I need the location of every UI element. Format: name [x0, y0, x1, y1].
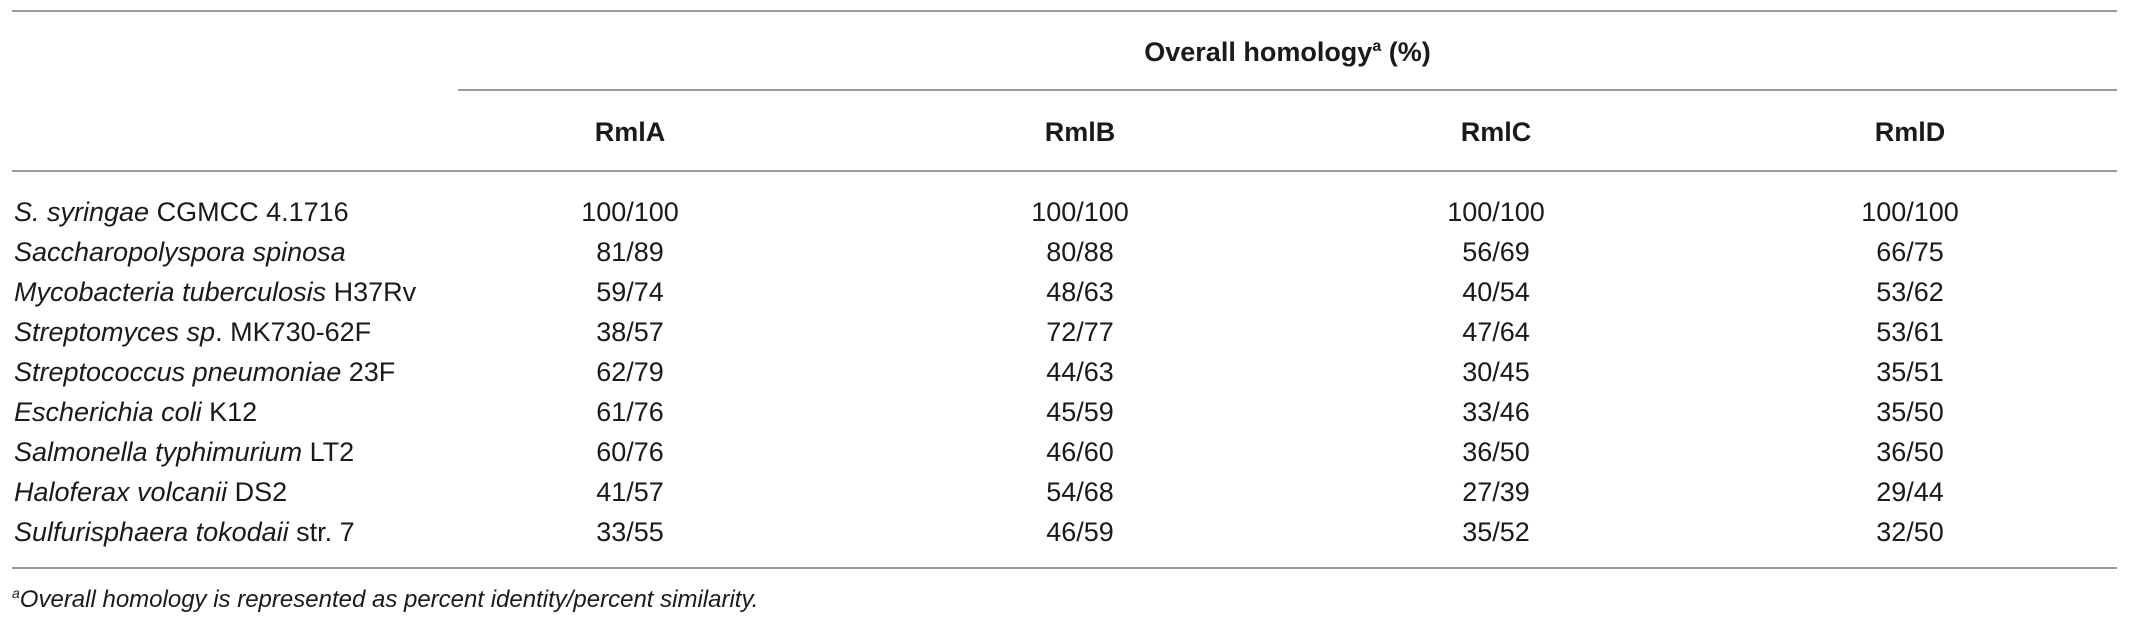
species-name: Streptomyces sp — [14, 317, 216, 347]
strain-name: . MK730-62F — [215, 317, 372, 347]
footnote-marker: a — [12, 585, 20, 601]
organism-name: Haloferax volcanii DS2 — [14, 472, 287, 512]
group-header-label: Overall homology — [1144, 37, 1373, 67]
column-header-rmld: RmlD — [1874, 117, 1946, 147]
table-bottom-rule — [12, 567, 2117, 569]
species-name: Streptococcus pneumoniae — [14, 357, 342, 387]
rmla-value: 41/57 — [596, 477, 664, 507]
strain-name: DS2 — [227, 477, 288, 507]
rmld-value: 100/100 — [1861, 197, 1959, 227]
group-header: Overall homologya (%) — [458, 32, 2117, 72]
species-name: Salmonella typhimurium — [14, 437, 303, 467]
table-top-rule — [12, 10, 2117, 12]
table-row: Saccharopolyspora spinosa 81/89 80/88 56… — [0, 232, 2129, 272]
rmla-value: 81/89 — [596, 237, 664, 267]
group-header-unit: (%) — [1381, 37, 1431, 67]
table-row: S. syringae CGMCC 4.1716 100/100 100/100… — [0, 192, 2129, 232]
species-name: Sulfurisphaera tokodaii — [14, 517, 289, 547]
rmla-value: 59/74 — [596, 277, 664, 307]
organism-name: Escherichia coli K12 — [14, 392, 257, 432]
rmlb-value: 54/68 — [1046, 477, 1114, 507]
rmld-value: 66/75 — [1876, 237, 1944, 267]
rmlb-value: 44/63 — [1046, 357, 1114, 387]
organism-name: S. syringae CGMCC 4.1716 — [14, 192, 349, 232]
rmlb-value: 80/88 — [1046, 237, 1114, 267]
rmla-value: 62/79 — [596, 357, 664, 387]
species-name: S. syringae — [14, 197, 150, 227]
rmla-value: 60/76 — [596, 437, 664, 467]
rmlb-value: 45/59 — [1046, 397, 1114, 427]
organism-name: Streptomyces sp. MK730-62F — [14, 312, 371, 352]
rmld-value: 29/44 — [1876, 477, 1944, 507]
group-header-footnote-marker: a — [1372, 38, 1382, 55]
table-body: S. syringae CGMCC 4.1716 100/100 100/100… — [0, 192, 2129, 552]
table-row: Salmonella typhimurium LT2 60/76 46/60 3… — [0, 432, 2129, 472]
rmld-value: 36/50 — [1876, 437, 1944, 467]
rmld-value: 53/62 — [1876, 277, 1944, 307]
strain-name: str. 7 — [288, 517, 355, 547]
footnote-text: Overall homology is represented as perce… — [19, 586, 759, 613]
rmla-value: 38/57 — [596, 317, 664, 347]
organism-name: Streptococcus pneumoniae 23F — [14, 352, 395, 392]
rmla-value: 61/76 — [596, 397, 664, 427]
species-name: Haloferax volcanii — [14, 477, 228, 507]
rmld-value: 35/50 — [1876, 397, 1944, 427]
species-name: Mycobacteria tuberculosis — [14, 277, 327, 307]
table-row: Haloferax volcanii DS2 41/57 54/68 27/39… — [0, 472, 2129, 512]
table-row: Sulfurisphaera tokodaii str. 7 33/55 46/… — [0, 512, 2129, 552]
strain-name: H37Rv — [326, 277, 417, 307]
rmlb-value: 100/100 — [1031, 197, 1129, 227]
table-row: Escherichia coli K12 61/76 45/59 33/46 3… — [0, 392, 2129, 432]
table-row: Mycobacteria tuberculosis H37Rv 59/74 48… — [0, 272, 2129, 312]
rmlc-value: 35/52 — [1462, 517, 1530, 547]
rmlb-value: 72/77 — [1046, 317, 1114, 347]
rmlc-value: 56/69 — [1462, 237, 1530, 267]
rmlc-value: 36/50 — [1462, 437, 1530, 467]
rmld-value: 35/51 — [1876, 357, 1944, 387]
group-header-rule — [458, 89, 2117, 91]
strain-name: LT2 — [302, 437, 355, 467]
column-header-rmlb: RmlB — [1044, 117, 1116, 147]
rmlc-value: 27/39 — [1462, 477, 1530, 507]
rmlc-value: 33/46 — [1462, 397, 1530, 427]
header-bottom-rule — [12, 170, 2117, 172]
organism-name: Saccharopolyspora spinosa — [14, 232, 346, 272]
species-name: Saccharopolyspora spinosa — [14, 237, 346, 267]
column-header-rmla: RmlA — [594, 117, 666, 147]
rmlc-value: 30/45 — [1462, 357, 1530, 387]
rmlc-value: 40/54 — [1462, 277, 1530, 307]
rmlb-value: 48/63 — [1046, 277, 1114, 307]
table-footnote: aOverall homology is represented as perc… — [12, 582, 758, 618]
rmld-value: 32/50 — [1876, 517, 1944, 547]
species-name: Escherichia coli — [14, 397, 202, 427]
rmla-value: 33/55 — [596, 517, 664, 547]
rmlb-value: 46/59 — [1046, 517, 1114, 547]
rmlc-value: 47/64 — [1462, 317, 1530, 347]
rmld-value: 53/61 — [1876, 317, 1944, 347]
organism-name: Salmonella typhimurium LT2 — [14, 432, 354, 472]
strain-name: CGMCC 4.1716 — [149, 197, 349, 227]
strain-name: 23F — [341, 357, 396, 387]
rmla-value: 100/100 — [581, 197, 679, 227]
table-row: Streptomyces sp. MK730-62F 38/57 72/77 4… — [0, 312, 2129, 352]
rmlb-value: 46/60 — [1046, 437, 1114, 467]
table-row: Streptococcus pneumoniae 23F 62/79 44/63… — [0, 352, 2129, 392]
organism-name: Sulfurisphaera tokodaii str. 7 — [14, 512, 355, 552]
strain-name: K12 — [201, 397, 258, 427]
rmlc-value: 100/100 — [1447, 197, 1545, 227]
organism-name: Mycobacteria tuberculosis H37Rv — [14, 272, 416, 312]
column-header-rmlc: RmlC — [1460, 117, 1532, 147]
